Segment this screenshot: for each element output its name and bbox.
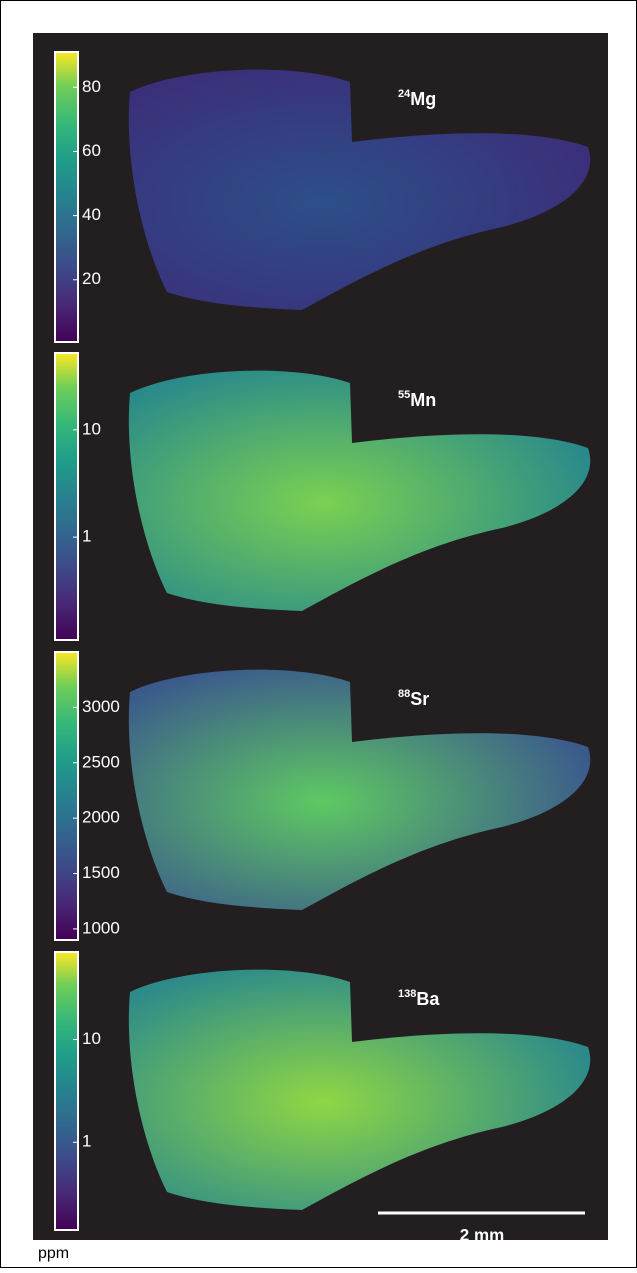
tick-label: 80 [82, 77, 101, 96]
tick-label: 60 [82, 141, 101, 160]
mass-number: 24 [398, 88, 411, 100]
mass-number: 88 [398, 688, 410, 700]
scale-label: 2 mm [460, 1225, 504, 1244]
figure: 2 mm ppm 24Mg 20 40 60 80 55Mn 1 10 88Sr 1000 1500… [0, 0, 637, 1268]
tick-label: 10 [82, 1029, 101, 1048]
tick-label: 2000 [82, 808, 120, 827]
element-symbol: Ba [416, 989, 440, 1009]
tick-label: 1 [82, 527, 91, 546]
tick-label: 40 [82, 205, 101, 224]
mass-number: 138 [398, 988, 416, 1000]
tick-label: 1000 [82, 918, 120, 937]
mass-number: 55 [398, 389, 410, 401]
tick-label: 3000 [82, 697, 120, 716]
colorbar [55, 952, 78, 1230]
colorbar [55, 652, 78, 940]
tick-label: 1500 [82, 863, 120, 882]
colorbar [55, 353, 78, 640]
element-symbol: Mn [410, 390, 436, 410]
tick-label: 20 [82, 269, 101, 288]
tick-label: 10 [82, 419, 101, 438]
element-symbol: Mg [410, 89, 436, 109]
element-symbol: Sr [410, 689, 429, 709]
tick-label: 2500 [82, 752, 120, 771]
colorbar [55, 52, 78, 342]
tick-label: 1 [82, 1132, 91, 1151]
unit-label: ppm [38, 1245, 69, 1262]
